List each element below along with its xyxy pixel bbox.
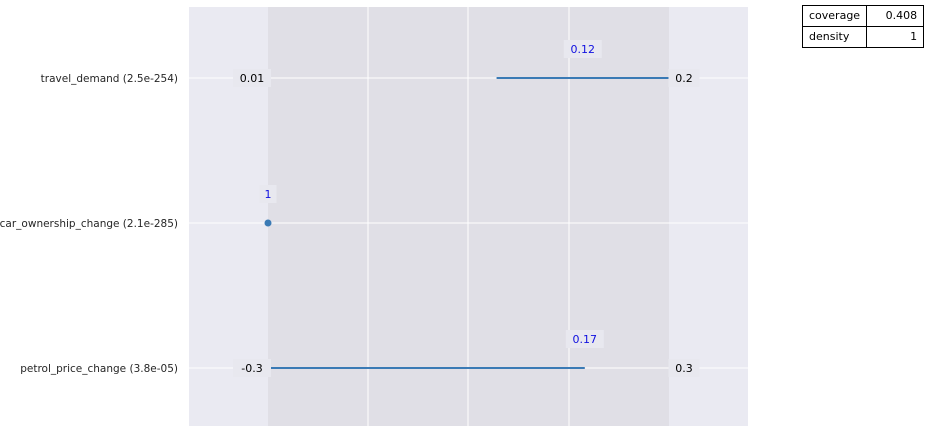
row-2-max-label-bg [668, 359, 700, 377]
stats-row-density: density 1 [801, 26, 925, 48]
row-2-max-label: 0.3 [675, 362, 693, 375]
row-2-min-label: -0.3 [241, 362, 262, 375]
stats-label-coverage: coverage [801, 5, 868, 27]
row-1-restricted-label: 1 [265, 188, 272, 201]
row-1-point-marker [264, 219, 272, 227]
row-1-restricted-label-bg [259, 185, 277, 203]
row-2-restricted-label-bg [565, 330, 604, 348]
row-2-min-label-bg [233, 359, 271, 377]
row-2-restricted-label: 0.17 [573, 333, 598, 346]
stats-label-density: density [801, 26, 868, 48]
row-0-restricted-label: 0.12 [571, 43, 596, 56]
row-0-min-label: 0.01 [240, 72, 265, 85]
row-1-category-label: car_ownership_change (2.1e-285) [0, 218, 178, 230]
row-2-category-label: petrol_price_change (3.8e-05) [20, 363, 178, 375]
stats-row-coverage: coverage 0.408 [801, 5, 925, 27]
row-0-restricted-label-bg [563, 40, 602, 58]
row-0-category-label: travel_demand (2.5e-254) [41, 73, 178, 85]
stats-value-coverage: 0.408 [866, 5, 925, 27]
stats-table: coverage 0.408 density 1 [801, 5, 925, 48]
stats-value-density: 1 [866, 26, 925, 48]
row-0-min-label-bg [233, 69, 271, 87]
row-0-max-label: 0.2 [675, 72, 693, 85]
row-0-max-label-bg [668, 69, 700, 87]
